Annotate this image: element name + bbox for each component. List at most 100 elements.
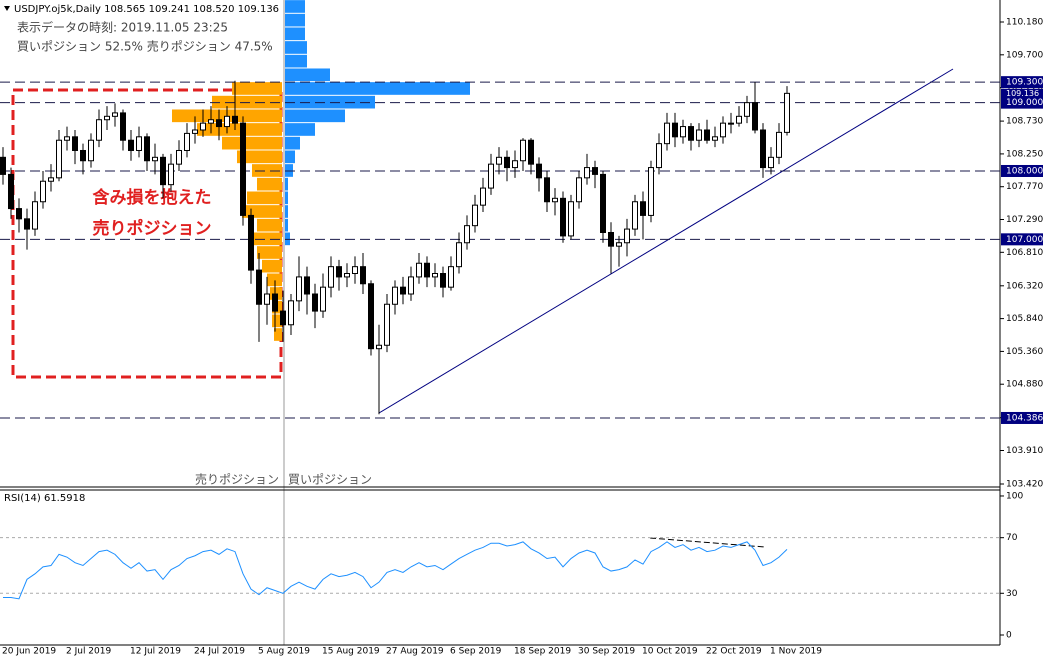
candle-body: [656, 143, 662, 169]
candle-body: [136, 136, 142, 151]
sell-bar: [197, 123, 282, 136]
level-label: 109.300: [1006, 78, 1043, 88]
candle-body: [440, 273, 446, 288]
level-label: 109.000: [1006, 98, 1043, 108]
candle-body: [584, 167, 590, 179]
candle-body: [648, 167, 654, 216]
x-tick-label: 20 Jun 2019: [2, 647, 56, 657]
candle-body: [776, 131, 782, 158]
candle-body: [376, 344, 382, 350]
profile-label: 売りポジション: [195, 472, 279, 487]
x-tick-label: 12 Jul 2019: [130, 647, 181, 657]
candle-body: [520, 139, 526, 162]
x-tick-label: 10 Oct 2019: [642, 647, 698, 657]
candle-body: [632, 201, 638, 230]
candle-body: [736, 115, 742, 124]
candle-body: [312, 293, 318, 312]
callout: 売りポジション: [93, 218, 212, 239]
buy-bar: [285, 41, 307, 54]
candle-body: [0, 156, 6, 175]
candle-body: [384, 303, 390, 346]
candle-body: [568, 201, 574, 237]
candle-body: [432, 273, 438, 278]
sell-bar: [232, 82, 282, 95]
trendline: [378, 68, 954, 414]
y-tick-label: 108.250: [1006, 149, 1043, 159]
candle-body: [704, 129, 710, 141]
buy-bar: [285, 191, 288, 205]
candle-body: [256, 269, 262, 305]
candle-body: [344, 273, 350, 278]
rsi-title: RSI(14) 61.5918: [4, 493, 85, 504]
candle-body: [552, 197, 558, 203]
candle-body: [248, 214, 254, 271]
x-tick-label: 27 Aug 2019: [386, 647, 444, 657]
candle-body: [536, 163, 542, 179]
candle-body: [352, 266, 358, 275]
y-tick-label: 109.700: [1006, 50, 1043, 60]
candle-body: [696, 129, 702, 141]
candle-body: [424, 262, 430, 278]
sell-bar: [242, 205, 282, 218]
candle-body: [192, 129, 198, 134]
candle-body: [328, 266, 334, 288]
buy-bar: [285, 136, 300, 150]
sell-bar: [247, 191, 282, 205]
candle-body: [392, 286, 398, 305]
candle-body: [264, 293, 270, 305]
candle-body: [272, 293, 278, 312]
level-label: 104.386: [1006, 413, 1043, 423]
candle-body: [80, 149, 86, 162]
buy-bar: [285, 82, 470, 95]
y-tick-label: 0: [1006, 630, 1012, 640]
menu-icon: [4, 6, 10, 11]
candle-body: [104, 115, 110, 121]
subtitle: 表示データの時刻: 2019.11.05 23:25: [17, 20, 228, 35]
sell-bar: [252, 164, 282, 177]
candle-body: [752, 102, 758, 131]
candle-body: [560, 197, 566, 237]
candle-body: [464, 225, 470, 244]
x-tick-label: 30 Sep 2019: [578, 647, 635, 657]
candle-body: [168, 163, 174, 186]
candle-body: [680, 126, 686, 138]
candle-body: [472, 204, 478, 227]
candle-body: [88, 139, 94, 162]
candle-body: [152, 156, 158, 162]
candle-body: [504, 156, 510, 169]
buy-bar: [285, 0, 305, 13]
candle-body: [16, 208, 22, 220]
buy-bar: [285, 27, 305, 41]
candle-body: [336, 266, 342, 278]
candle-body: [184, 132, 190, 151]
candle-body: [400, 286, 406, 295]
candle-body: [448, 266, 454, 288]
candle-body: [128, 139, 134, 151]
level-label-box: [1001, 233, 1043, 246]
buy-bar: [285, 13, 305, 27]
sell-bar: [222, 136, 282, 150]
candle-body: [112, 112, 118, 117]
level-label-box: [1001, 88, 1043, 98]
x-tick-label: 18 Sep 2019: [514, 647, 571, 657]
buy-bar: [285, 150, 295, 164]
candle-body: [120, 112, 126, 141]
y-tick-label: 106.320: [1006, 281, 1043, 291]
candle-body: [32, 201, 38, 230]
candle-body: [728, 122, 734, 125]
level-label: 107.000: [1006, 235, 1043, 245]
y-tick-label: 107.770: [1006, 182, 1043, 192]
candle-body: [744, 102, 750, 117]
candle-body: [528, 139, 534, 165]
candle-body: [608, 231, 614, 247]
candle-body: [208, 119, 214, 124]
candle-body: [672, 122, 678, 138]
x-tick-label: 24 Jul 2019: [194, 647, 245, 657]
candle-body: [288, 300, 294, 326]
y-tick-label: 106.810: [1006, 248, 1043, 258]
chart-title: USDJPY.oj5k,Daily 108.565 109.241 108.52…: [14, 4, 279, 15]
profile-label: 買いポジション: [288, 473, 372, 487]
